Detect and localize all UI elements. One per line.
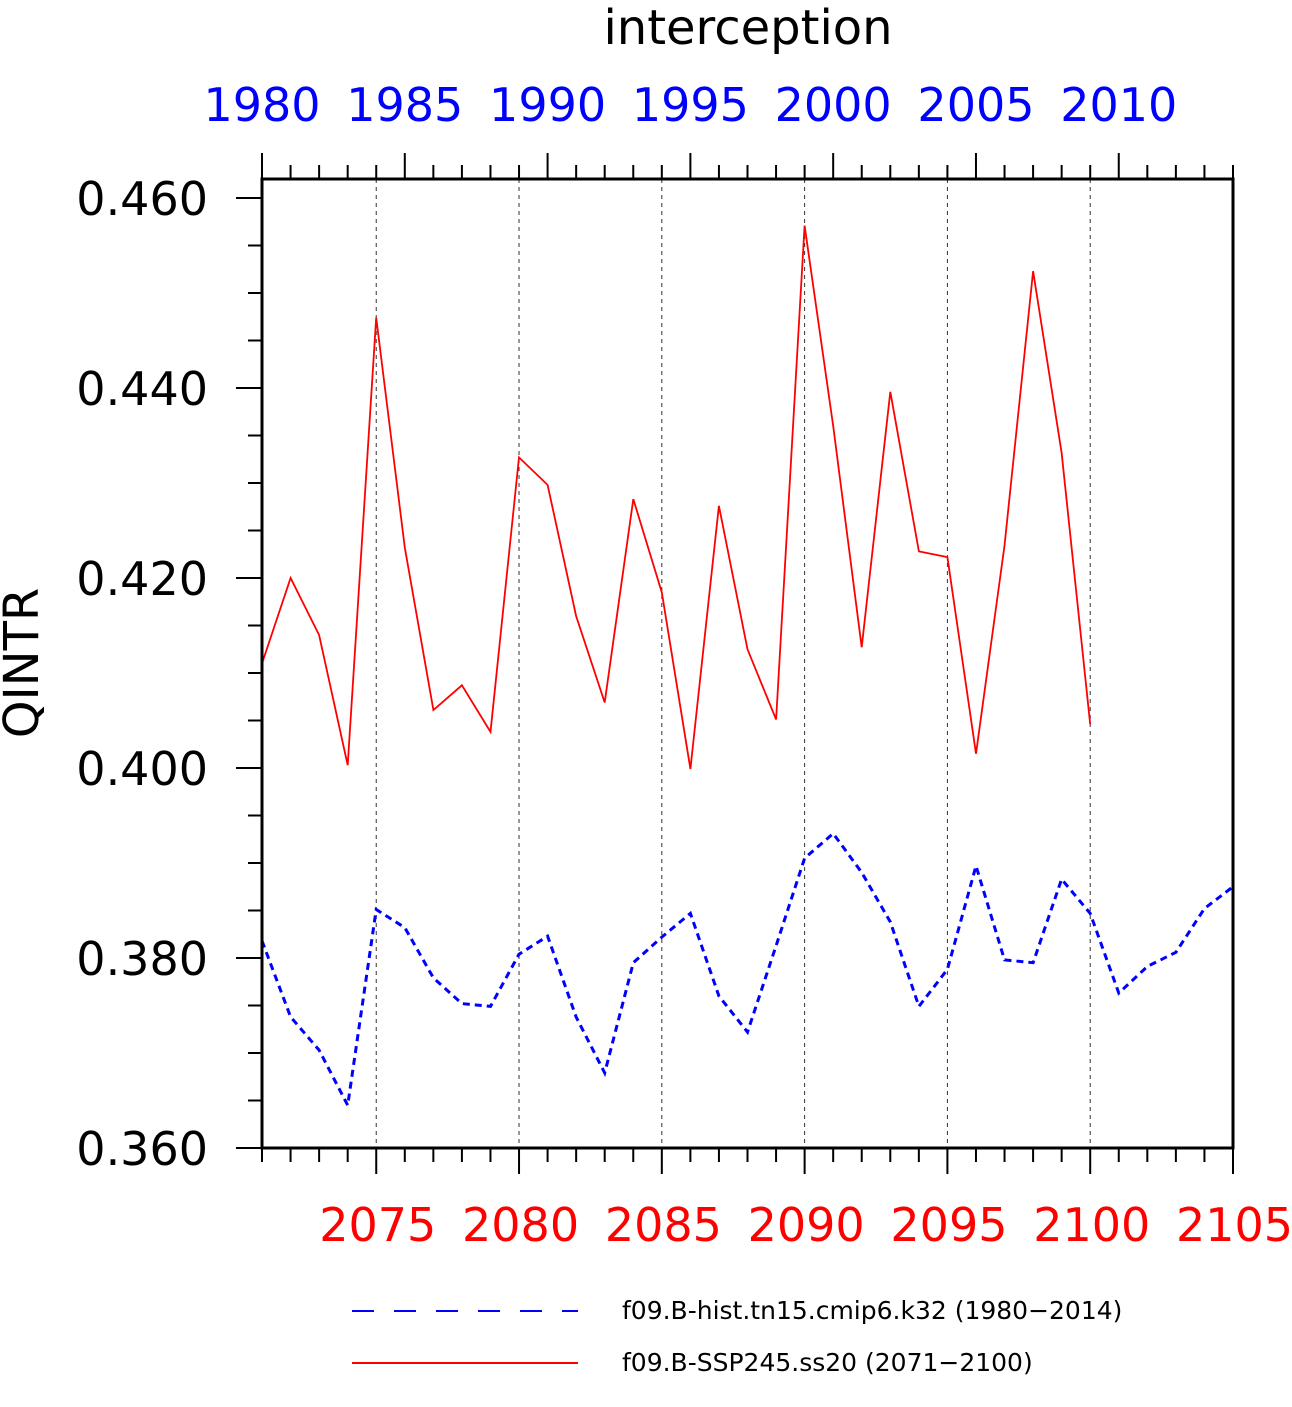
plot-frame — [260, 177, 1235, 1150]
grid-lines — [375, 179, 1091, 1148]
y-axis-label: QINTR — [0, 588, 50, 739]
top-tick-label: 1980 — [203, 78, 320, 132]
bottom-tick-label: 2100 — [1033, 1198, 1150, 1252]
top-tick-label: 1995 — [632, 78, 749, 132]
bottom-axis-ticks: 2075 2080 2085 2090 2095 2100 2105 — [261, 1148, 1292, 1252]
y-tick-label: 0.400 — [76, 742, 208, 796]
top-tick-label: 2010 — [1060, 78, 1177, 132]
legend-hist-label: f09.B-hist.tn15.cmip6.k32 (1980−2014) — [622, 1296, 1122, 1325]
top-tick-label: 2005 — [917, 78, 1034, 132]
bottom-tick-label: 2075 — [319, 1198, 436, 1252]
bottom-tick-label: 2095 — [890, 1198, 1007, 1252]
series-line-ssp245 — [261, 225, 1092, 770]
bottom-tick-label: 2105 — [1176, 1198, 1292, 1252]
top-tick-label: 1990 — [489, 78, 606, 132]
y-tick-label: 0.460 — [76, 172, 208, 226]
top-tick-label: 1985 — [346, 78, 463, 132]
bottom-tick-label: 2085 — [605, 1198, 722, 1252]
y-tick-label: 0.420 — [76, 552, 208, 606]
chart-title: interception — [603, 0, 892, 56]
bottom-tick-label: 2080 — [462, 1198, 579, 1252]
series-line-hist — [260, 831, 1234, 1111]
y-tick-label: 0.360 — [76, 1122, 208, 1176]
legend-ssp-label: f09.B-SSP245.ss20 (2071−2100) — [622, 1348, 1033, 1377]
top-axis-ticks: 1980 1985 1990 1995 2000 2005 2010 — [203, 78, 1234, 179]
series-layer — [260, 225, 1234, 1111]
y-axis-ticks: 0.360 0.380 0.400 0.420 0.440 0.460 — [76, 172, 262, 1176]
y-tick-label: 0.440 — [76, 362, 208, 416]
bottom-tick-label: 2090 — [748, 1198, 865, 1252]
top-tick-label: 2000 — [775, 78, 892, 132]
legend: f09.B-hist.tn15.cmip6.k32 (1980−2014) f0… — [352, 1296, 1122, 1377]
y-tick-label: 0.380 — [76, 932, 208, 986]
